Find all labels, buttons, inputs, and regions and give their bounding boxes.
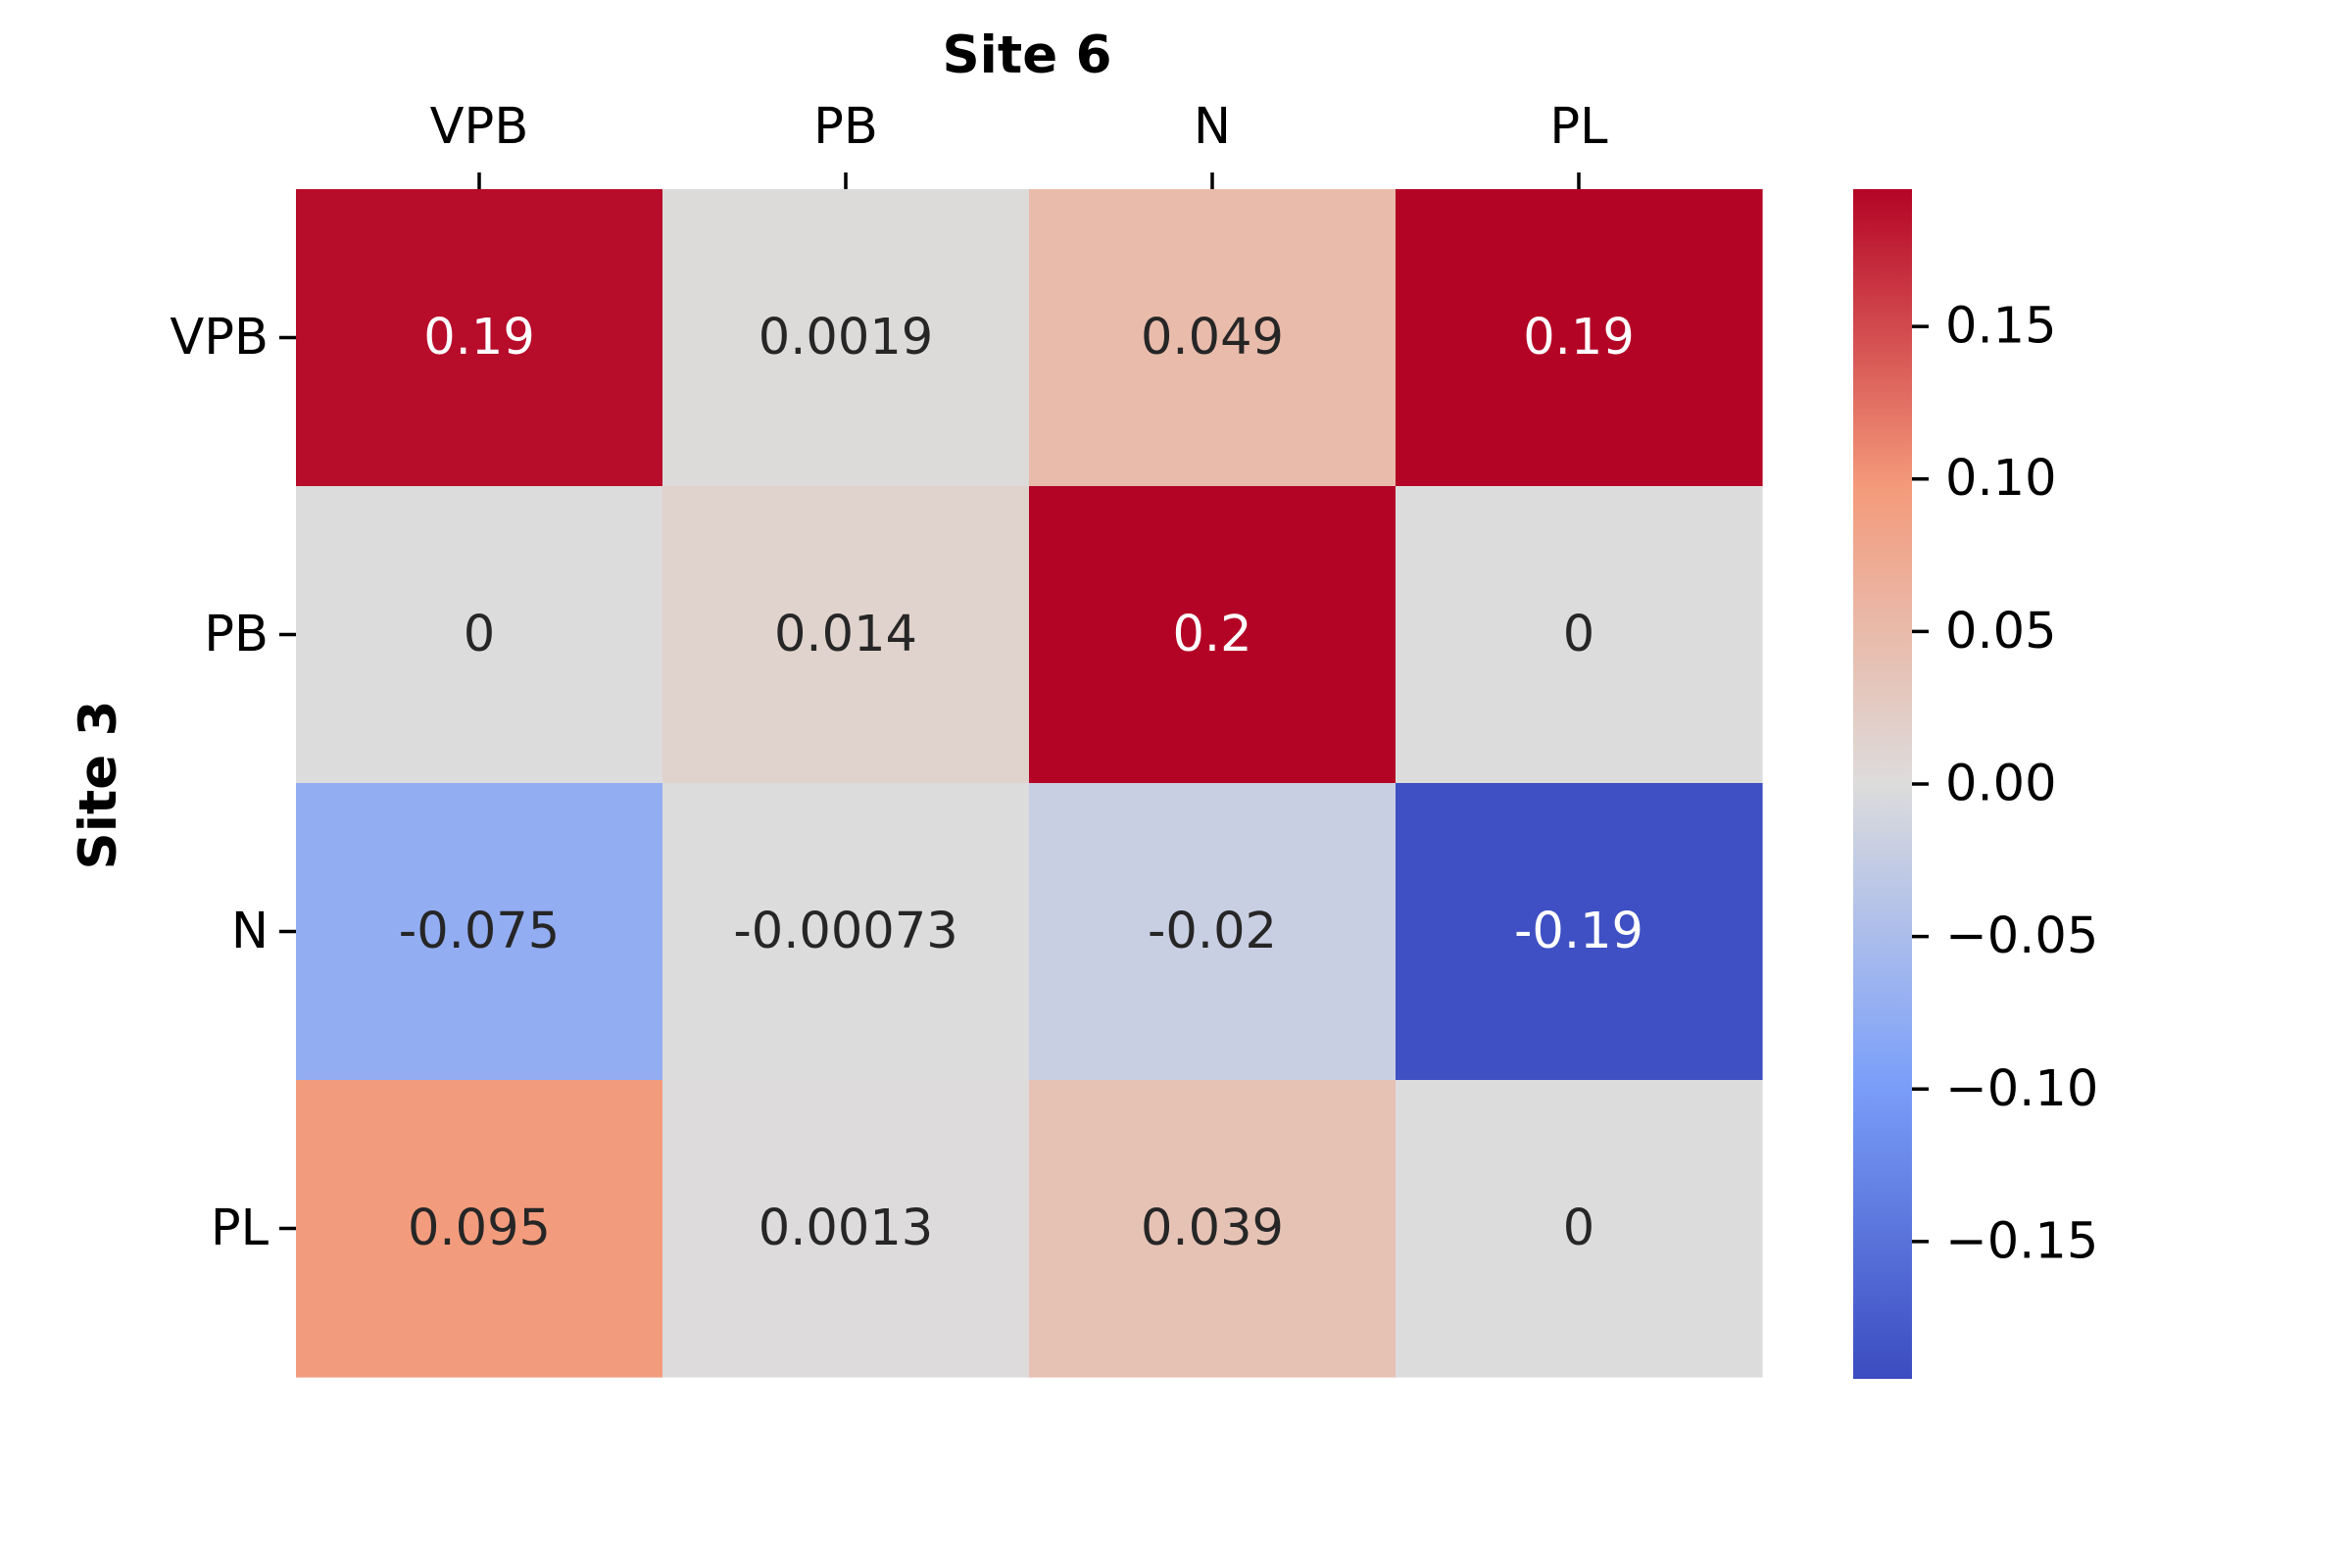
heatmap-cell <box>1396 486 1763 784</box>
x-tick-label: PL <box>1549 98 1608 156</box>
cell-value-label: 0.19 <box>423 309 535 367</box>
heatmap-cell <box>1396 1080 1763 1378</box>
cell-value-label: 0.0013 <box>759 1200 933 1257</box>
heatmap-cell <box>1029 189 1396 487</box>
x-axis-title: Site 6 <box>943 25 1112 85</box>
heatmap-grid: 0.19 0.0019 0.049 0.19 0 0.014 0.2 0 -0.075 -0.00… <box>296 189 1763 1378</box>
heatmap-cell <box>662 189 1030 487</box>
heatmap-cell <box>1029 1080 1396 1378</box>
colorbar-tick-label: −0.05 <box>1945 907 2098 965</box>
heatmap-cell <box>296 1080 663 1378</box>
x-tick-label: PB <box>813 98 878 156</box>
cell-value-label: 0.049 <box>1141 309 1284 367</box>
cell-value-label: 0.0019 <box>759 309 933 367</box>
colorbar-gradient <box>1853 189 1912 1379</box>
y-tick-label: N <box>231 903 269 960</box>
x-tick-label: VPB <box>430 98 529 156</box>
colorbar: 0.15 0.10 0.05 0.00 −0.05 −0.10 −0.15 <box>1853 189 2098 1379</box>
heatmap-cell <box>296 486 663 784</box>
y-axis-title: Site 3 <box>69 701 128 870</box>
colorbar-tick-label: 0.10 <box>1945 450 2057 508</box>
y-tick-label: PL <box>211 1200 270 1257</box>
colorbar-tick-label: 0.05 <box>1945 603 2057 661</box>
colorbar-tick-label: −0.15 <box>1945 1212 2098 1270</box>
heatmap-cell <box>1029 486 1396 784</box>
cell-value-label: 0.2 <box>1172 606 1251 663</box>
colorbar-tick-label: 0.15 <box>1945 298 2057 356</box>
x-axis: VPB PB N PL <box>430 98 1608 189</box>
cell-value-label: -0.075 <box>399 903 560 960</box>
y-tick-label: VPB <box>170 309 269 367</box>
cell-value-label: -0.19 <box>1514 903 1643 960</box>
cell-value-label: -0.00073 <box>733 903 957 960</box>
y-tick-label: PB <box>204 606 269 663</box>
cell-value-label: 0 <box>464 606 495 663</box>
heatmap-cell <box>296 783 663 1081</box>
heatmap-cell <box>1396 783 1763 1081</box>
cell-value-label: -0.02 <box>1148 903 1277 960</box>
y-axis: VPB PB N PL <box>170 309 296 1257</box>
cell-value-label: 0.039 <box>1141 1200 1284 1257</box>
colorbar-tick-label: 0.00 <box>1945 756 2057 813</box>
cell-value-label: 0.095 <box>408 1200 551 1257</box>
heatmap-cell <box>662 486 1030 784</box>
colorbar-tick-label: −0.10 <box>1945 1060 2098 1118</box>
heatmap-cell <box>1029 783 1396 1081</box>
heatmap-cell <box>296 189 663 487</box>
x-tick-label: N <box>1194 98 1231 156</box>
heatmap-cell <box>1396 189 1763 487</box>
cell-value-label: 0.19 <box>1523 309 1635 367</box>
heatmap-cell <box>662 1080 1030 1378</box>
cell-value-label: 0 <box>1563 1200 1594 1257</box>
heatmap-cell <box>662 783 1030 1081</box>
cell-value-label: 0.014 <box>774 606 917 663</box>
cell-value-label: 0 <box>1563 606 1594 663</box>
